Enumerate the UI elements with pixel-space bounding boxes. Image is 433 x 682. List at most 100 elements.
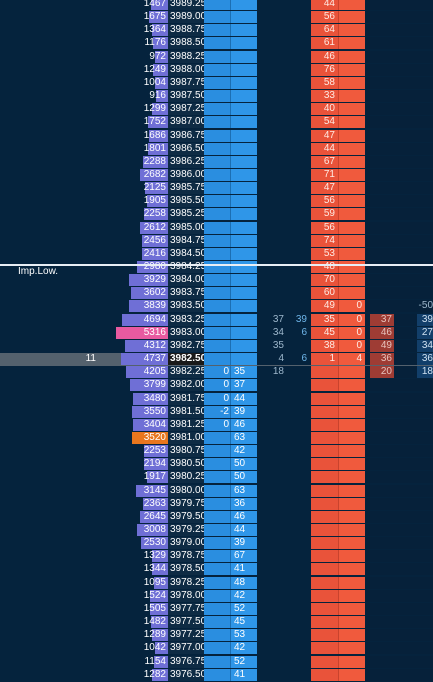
bid-size-column[interactable] xyxy=(230,116,257,129)
ladder-row[interactable]: 972 3988.25 46 xyxy=(0,50,433,64)
ask-size-column[interactable] xyxy=(338,629,365,642)
ladder-row[interactable]: 1095 3978.25 48 xyxy=(0,576,433,590)
ask-size-column[interactable] xyxy=(338,471,365,484)
ladder-row[interactable]: 3480 3981.75 0 44 xyxy=(0,392,433,406)
bid-size-column[interactable] xyxy=(230,24,257,37)
ladder-row[interactable]: 2416 3984.50 53 xyxy=(0,247,433,261)
ask-size-column[interactable] xyxy=(338,247,365,260)
bid-size-column[interactable] xyxy=(230,0,257,10)
ladder-row[interactable]: 5316 3983.00 45 0 34 6 46 27 xyxy=(0,326,433,340)
price-cell[interactable]: 3980.75 xyxy=(168,445,204,458)
ladder-row[interactable]: 1249 3988.00 76 xyxy=(0,63,433,77)
ask-size-column[interactable] xyxy=(338,602,365,615)
bid-size-column[interactable] xyxy=(230,326,257,339)
ask-size-column[interactable] xyxy=(338,550,365,563)
ladder-row[interactable]: 2456 3984.75 74 xyxy=(0,234,433,248)
ladder-row[interactable]: 1467 3989.25 44 xyxy=(0,0,433,11)
price-cell[interactable]: 3985.00 xyxy=(168,221,204,234)
ladder-row[interactable]: 2645 3979.50 46 xyxy=(0,510,433,524)
bid-size-column[interactable] xyxy=(230,142,257,155)
price-cell[interactable]: 3979.50 xyxy=(168,510,204,523)
ask-size-column[interactable] xyxy=(338,642,365,655)
price-cell[interactable]: 3976.50 xyxy=(168,668,204,681)
ask-size-column[interactable] xyxy=(338,524,365,536)
price-cell[interactable]: 3980.25 xyxy=(168,471,204,484)
price-cell[interactable]: 3988.75 xyxy=(168,24,204,37)
ladder-row[interactable]: 4737 3982.50 1 4 4 6 36 36 11 xyxy=(0,353,433,367)
ask-size-column[interactable] xyxy=(338,300,365,313)
ask-size-column[interactable] xyxy=(338,221,365,234)
ladder-row[interactable]: 3602 3983.75 60 xyxy=(0,287,433,300)
ladder-row[interactable]: 2682 3986.00 71 xyxy=(0,168,433,182)
bid-size-column[interactable] xyxy=(230,195,257,208)
price-cell[interactable]: 3988.50 xyxy=(168,37,204,50)
ask-size-column[interactable] xyxy=(338,155,365,168)
price-cell[interactable]: 3979.25 xyxy=(168,524,204,536)
ask-size-column[interactable] xyxy=(338,24,365,37)
ladder-row[interactable]: 3799 3982.00 0 37 xyxy=(0,379,433,392)
ask-size-column[interactable] xyxy=(338,37,365,50)
ask-size-column[interactable] xyxy=(338,589,365,602)
ladder-row[interactable]: 2530 3979.00 39 xyxy=(0,537,433,550)
price-cell[interactable]: 3981.50 xyxy=(168,405,204,418)
price-cell[interactable]: 3987.00 xyxy=(168,116,204,129)
bid-size-column[interactable] xyxy=(230,510,257,523)
ladder-row[interactable]: 1686 3986.75 47 xyxy=(0,129,433,143)
price-cell[interactable]: 3988.00 xyxy=(168,63,204,76)
ladder-row[interactable]: 2980 3984.25 48 xyxy=(0,261,433,274)
price-cell[interactable]: 3978.25 xyxy=(168,576,204,589)
ladder-row[interactable]: 4694 3983.25 35 0 37 39 37 39 xyxy=(0,313,433,327)
ask-size-column[interactable] xyxy=(338,431,365,444)
price-cell[interactable]: 3981.75 xyxy=(168,392,204,405)
ask-size-column[interactable] xyxy=(338,616,365,629)
ladder-row[interactable]: 3404 3981.25 0 46 xyxy=(0,418,433,432)
ask-size-column[interactable] xyxy=(338,510,365,523)
bid-size-column[interactable] xyxy=(230,63,257,76)
ask-size-column[interactable] xyxy=(338,379,365,392)
ladder-row[interactable]: 1675 3989.00 56 xyxy=(0,11,433,24)
ladder-row[interactable]: 1042 3977.00 42 xyxy=(0,642,433,655)
ask-size-column[interactable] xyxy=(338,90,365,103)
bid-size-column[interactable] xyxy=(230,168,257,181)
price-cell[interactable]: 3980.50 xyxy=(168,458,204,471)
bid-size-column[interactable] xyxy=(230,458,257,471)
bid-size-column[interactable] xyxy=(230,76,257,89)
ladder-row[interactable]: 4312 3982.75 38 0 35 49 34 xyxy=(0,339,433,353)
price-cell[interactable]: 3978.50 xyxy=(168,563,204,576)
price-cell[interactable]: 3986.00 xyxy=(168,168,204,181)
ask-size-column[interactable] xyxy=(338,0,365,10)
bid-size-column[interactable] xyxy=(230,234,257,247)
bid-size-column[interactable] xyxy=(230,261,257,273)
price-cell[interactable]: 3984.50 xyxy=(168,247,204,260)
ladder-row[interactable]: 1004 3987.75 58 xyxy=(0,76,433,90)
bid-size-column[interactable] xyxy=(230,537,257,550)
price-cell[interactable]: 3987.25 xyxy=(168,103,204,116)
ladder-row[interactable]: 2288 3986.25 67 xyxy=(0,155,433,169)
bid-size-column[interactable] xyxy=(230,497,257,510)
bid-size-column[interactable] xyxy=(230,182,257,195)
bid-size-column[interactable] xyxy=(230,274,257,287)
bid-size-column[interactable] xyxy=(230,353,257,366)
price-cell[interactable]: 3982.50 xyxy=(168,353,204,366)
bid-size-column[interactable] xyxy=(230,418,257,431)
bid-size-column[interactable] xyxy=(230,221,257,234)
price-cell[interactable]: 3976.75 xyxy=(168,655,204,668)
ladder-row[interactable]: 1344 3978.50 41 xyxy=(0,563,433,576)
ask-size-column[interactable] xyxy=(338,208,365,221)
ladder-row[interactable]: 1154 3976.75 52 xyxy=(0,655,433,669)
bid-size-column[interactable] xyxy=(230,366,257,379)
ask-size-column[interactable] xyxy=(338,116,365,129)
price-cell[interactable]: 3987.50 xyxy=(168,90,204,103)
price-cell[interactable]: 3985.50 xyxy=(168,195,204,208)
ladder-row[interactable]: 2194 3980.50 50 xyxy=(0,458,433,471)
price-cell[interactable]: 3985.25 xyxy=(168,208,204,221)
ladder-row[interactable]: 1289 3977.25 53 xyxy=(0,629,433,642)
ask-size-column[interactable] xyxy=(338,142,365,155)
ask-size-column[interactable] xyxy=(338,418,365,431)
price-cell[interactable]: 3989.25 xyxy=(168,0,204,10)
bid-size-column[interactable] xyxy=(230,90,257,103)
ladder-row[interactable]: 1752 3987.00 54 xyxy=(0,116,433,129)
ask-size-column[interactable] xyxy=(338,182,365,195)
ladder-row[interactable]: 4205 3982.25 0 35 18 20 18 xyxy=(0,366,433,379)
ask-size-column[interactable] xyxy=(338,11,365,24)
